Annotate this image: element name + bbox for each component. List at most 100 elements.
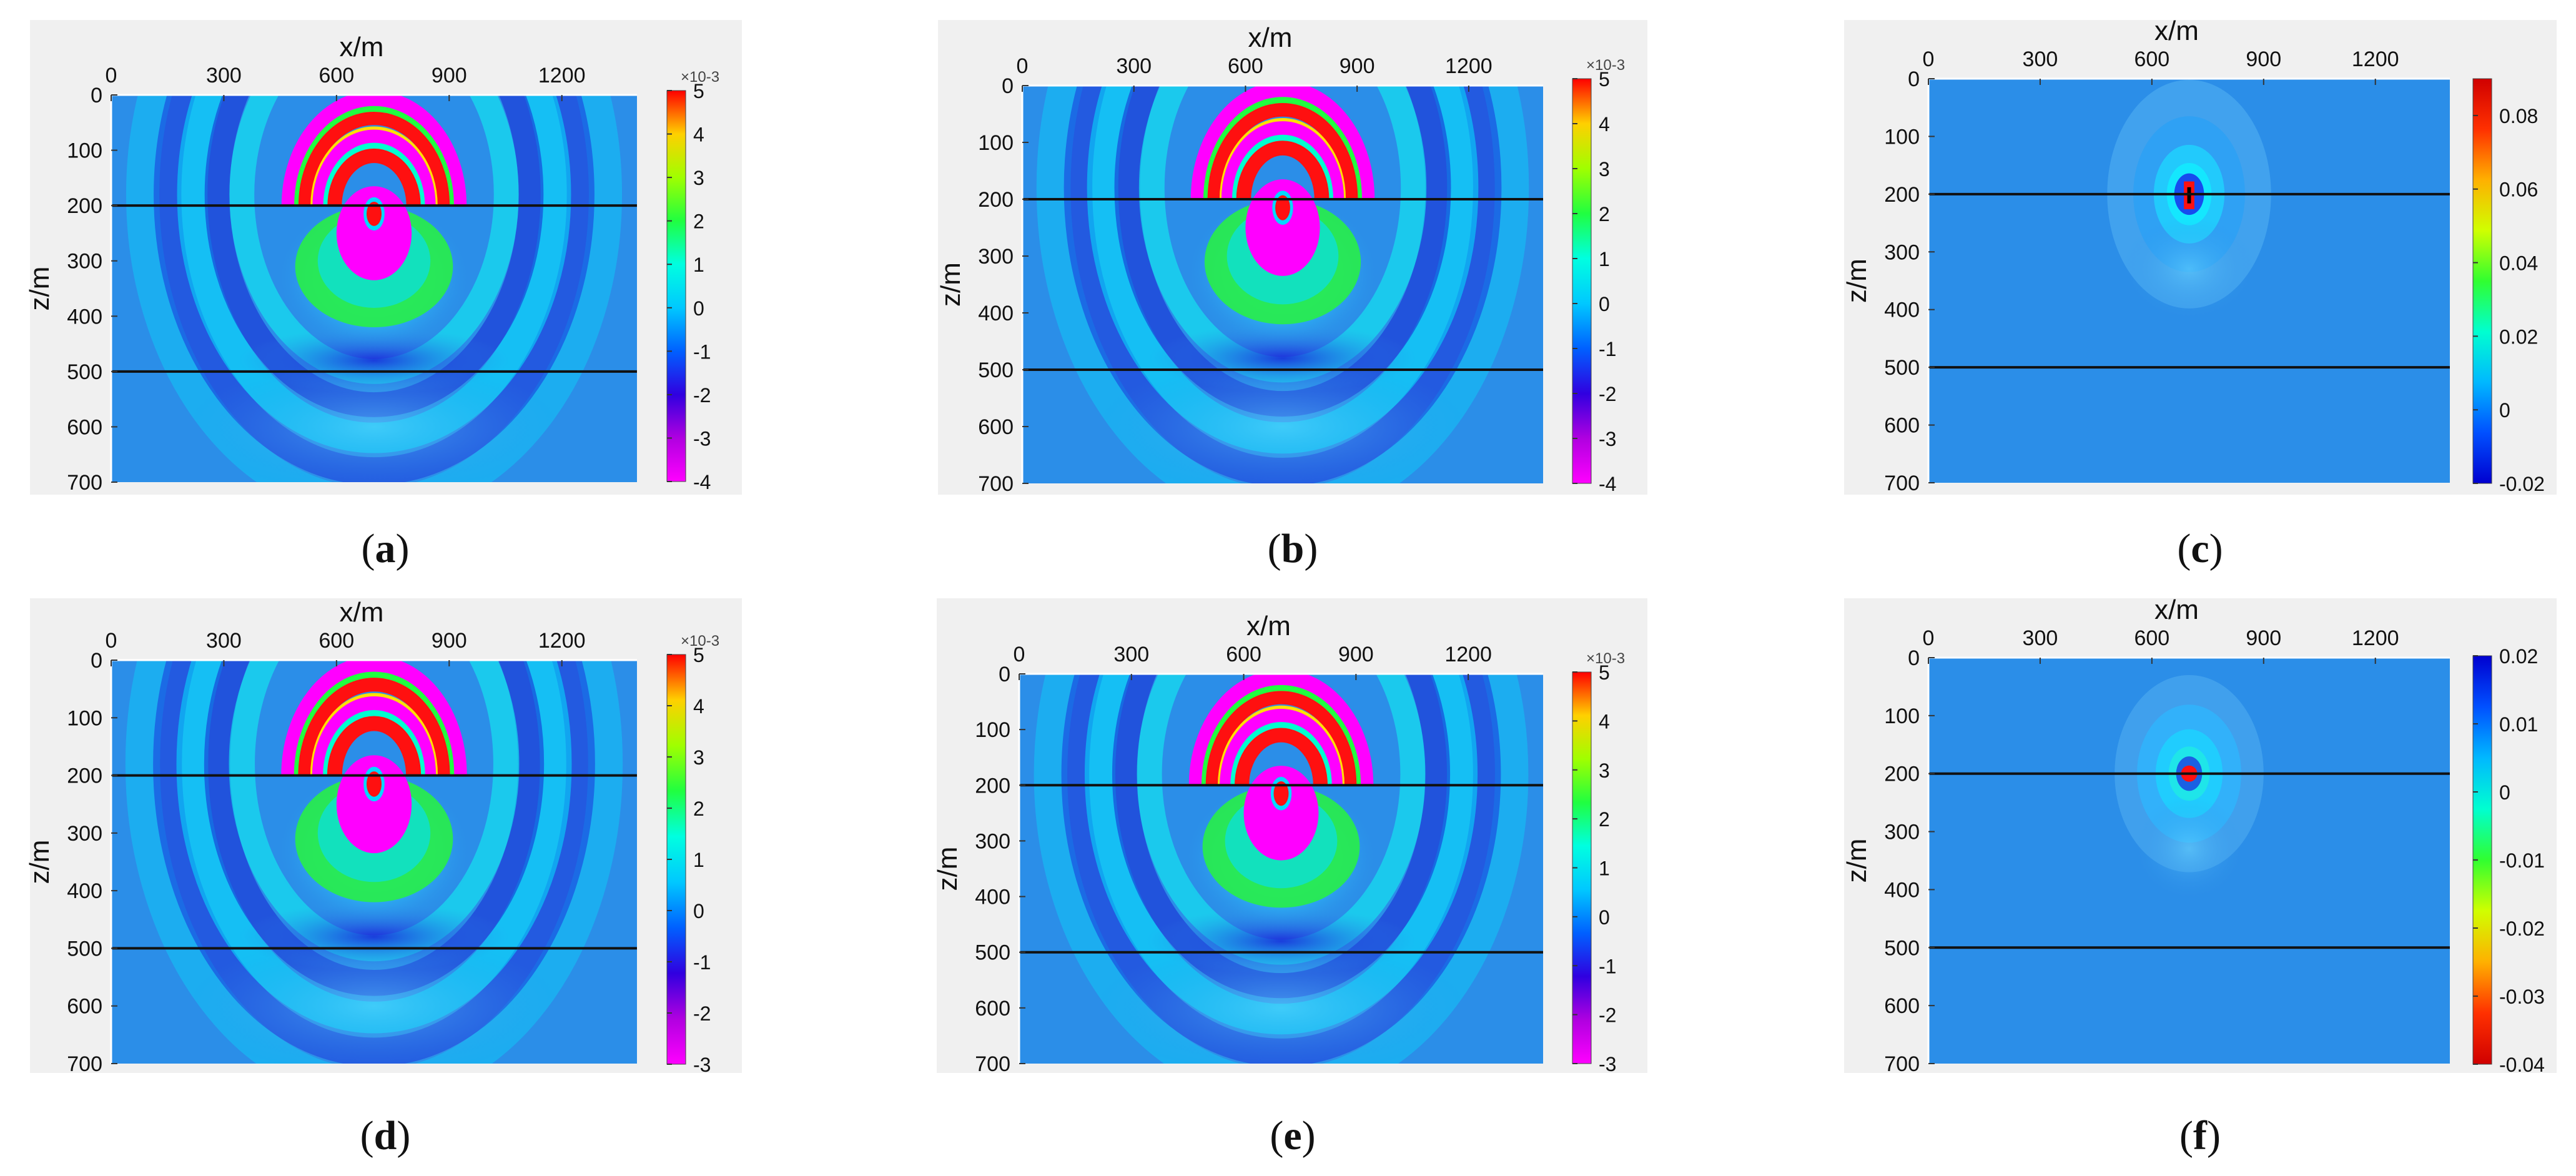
colorbar-tick-label: -2: [1599, 1004, 1616, 1027]
panel-c: 0 300 600 900 1200 0 100 200 300 400 500 600 700 x/m z…: [1842, 16, 2557, 571]
x-tick-label: 1200: [1445, 54, 1493, 78]
colorbar-tick-label: 0: [693, 900, 704, 922]
x-axis-label: x/m: [1246, 611, 1291, 641]
y-tick-label: 100: [978, 131, 1014, 155]
y-tick-label: 700: [1884, 1052, 1920, 1076]
x-tick-label: 1200: [1444, 643, 1492, 666]
panel-label-paren: (: [360, 1113, 374, 1159]
panel-f: 0 300 600 900 1200 0 100 200 300 400 500 600 700 x/m z…: [1842, 595, 2557, 1159]
colorbar-tick-label: -2: [693, 1002, 711, 1025]
colorbar-tick-label: -0.04: [2499, 1054, 2545, 1076]
wave-arc: [281, 95, 467, 206]
colorbar-tick-label: 5: [693, 644, 704, 666]
x-tick-label: 300: [2023, 626, 2058, 650]
y-tick-label: 0: [999, 663, 1010, 686]
wave-arc: [327, 716, 422, 776]
y-tick-label: 700: [67, 471, 102, 495]
colorbar-exponent: ×10-3: [1586, 650, 1625, 667]
source-spot: [366, 771, 382, 797]
colorbar-tick-label: 0.02: [2499, 645, 2538, 668]
residual-tail: [2122, 217, 2256, 322]
colorbar-tick-label: -1: [1599, 338, 1616, 360]
source-core: [1245, 179, 1320, 276]
colorbar-tick-label: 3: [693, 167, 704, 189]
y-tick-label: 100: [975, 718, 1010, 742]
panel-label: (c): [2177, 526, 2223, 571]
panel-label-letter: b: [1281, 526, 1305, 571]
panel-label-paren: ): [396, 526, 410, 571]
wave-arc: [298, 678, 450, 776]
colorbar-tick-label: 2: [1599, 808, 1610, 831]
wave-arc: [312, 129, 436, 206]
x-tick-label: 300: [206, 64, 242, 87]
wavefront-ring: [1036, 86, 1529, 483]
y-axis-label: z/m: [1842, 259, 1872, 303]
colorbar-tick-label: 0: [1599, 293, 1610, 315]
x-axis-label: x/m: [1248, 22, 1293, 53]
x-tick-label: 600: [2134, 626, 2169, 650]
colorbar-tick-label: -1: [693, 340, 711, 363]
y-tick-label: 600: [1884, 414, 1920, 438]
colorbar-tick-label: 0.06: [2499, 179, 2538, 201]
colorbar-tick-label: 4: [1599, 710, 1610, 733]
wavefield: [111, 95, 637, 482]
y-tick-label: 200: [1884, 763, 1920, 786]
colorbar-tick-label: 0.02: [2499, 325, 2538, 348]
x-tick-label: 900: [432, 64, 467, 87]
deep-glow: [186, 360, 562, 482]
y-tick-label: 300: [978, 245, 1014, 269]
panel-label-paren: (: [2177, 526, 2191, 571]
wave-arc: [1221, 121, 1345, 200]
x-tick-label: 300: [1113, 643, 1149, 666]
colorbar-tick-label: -0.02: [2499, 917, 2545, 940]
colorbar-exponent: ×10-3: [681, 69, 719, 86]
colorbar-tick-label: 2: [693, 210, 704, 233]
y-tick-label: 0: [1908, 646, 1920, 670]
y-tick-label: 500: [67, 937, 102, 961]
x-tick-label: 600: [318, 629, 354, 653]
colorbar-tick-label: 0: [693, 297, 704, 320]
panel-label-letter: e: [1283, 1113, 1301, 1159]
x-axis-label: x/m: [2154, 16, 2199, 46]
source-core: [336, 755, 412, 854]
y-tick-label: 700: [67, 1052, 102, 1076]
wave-arc: [1220, 708, 1343, 786]
colorbar-tick-label: -4: [693, 471, 711, 493]
colorbar-tick-label: -3: [1599, 1053, 1616, 1075]
colorbar-tick-label: 0: [2499, 781, 2510, 804]
source-core: [1243, 766, 1319, 861]
panel-label: (f): [2179, 1113, 2221, 1159]
y-tick-label: 200: [67, 194, 102, 218]
x-tick-label: 0: [1923, 626, 1935, 650]
x-tick-label: 600: [2134, 47, 2169, 71]
y-tick-label: 300: [1884, 240, 1920, 264]
wavefront-ring: [1034, 674, 1529, 1064]
wave-arc: [312, 696, 437, 776]
source-spot: [366, 201, 382, 226]
y-tick-label: 600: [67, 415, 102, 439]
colorbar-tick-label: 0.01: [2499, 713, 2538, 736]
colorbar-tick-label: -3: [693, 1054, 711, 1076]
panel-label-paren: ): [397, 1113, 410, 1159]
y-axis-label: z/m: [932, 847, 963, 891]
y-tick-label: 600: [67, 995, 102, 1019]
colorbar-tick-label: 0.04: [2499, 252, 2538, 275]
y-tick-label: 0: [1002, 74, 1014, 98]
y-tick-label: 100: [1884, 704, 1920, 728]
y-tick-label: 500: [975, 941, 1010, 965]
panel-label: (b): [1268, 526, 1318, 571]
x-tick-label: 0: [1017, 54, 1029, 78]
colorbar-tick-label: 5: [1599, 661, 1610, 684]
x-tick-label: 600: [318, 64, 354, 87]
y-tick-label: 600: [978, 415, 1014, 439]
colorbar-tick-label: 1: [693, 254, 704, 276]
colorbar-tick-label: -1: [1599, 955, 1616, 977]
y-tick-label: 300: [975, 829, 1010, 853]
wave-arc: [1234, 728, 1328, 786]
y-tick-label: 200: [67, 764, 102, 788]
y-axis-label: z/m: [935, 262, 966, 307]
panel-label-paren: ): [1302, 1113, 1316, 1159]
y-tick-label: 400: [67, 879, 102, 903]
wave-arc: [1207, 103, 1358, 200]
source-core: [336, 186, 412, 280]
